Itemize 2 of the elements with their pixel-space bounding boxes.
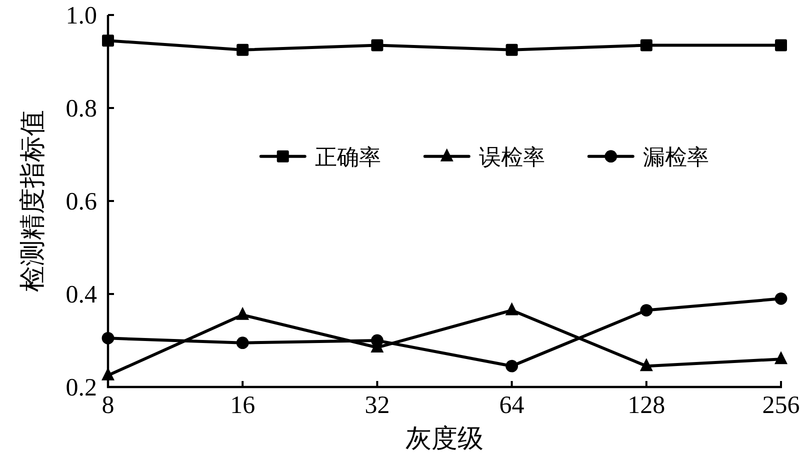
xlabel: 灰度级 <box>406 424 484 453</box>
ylabel: 检测精度指标值 <box>18 110 47 292</box>
